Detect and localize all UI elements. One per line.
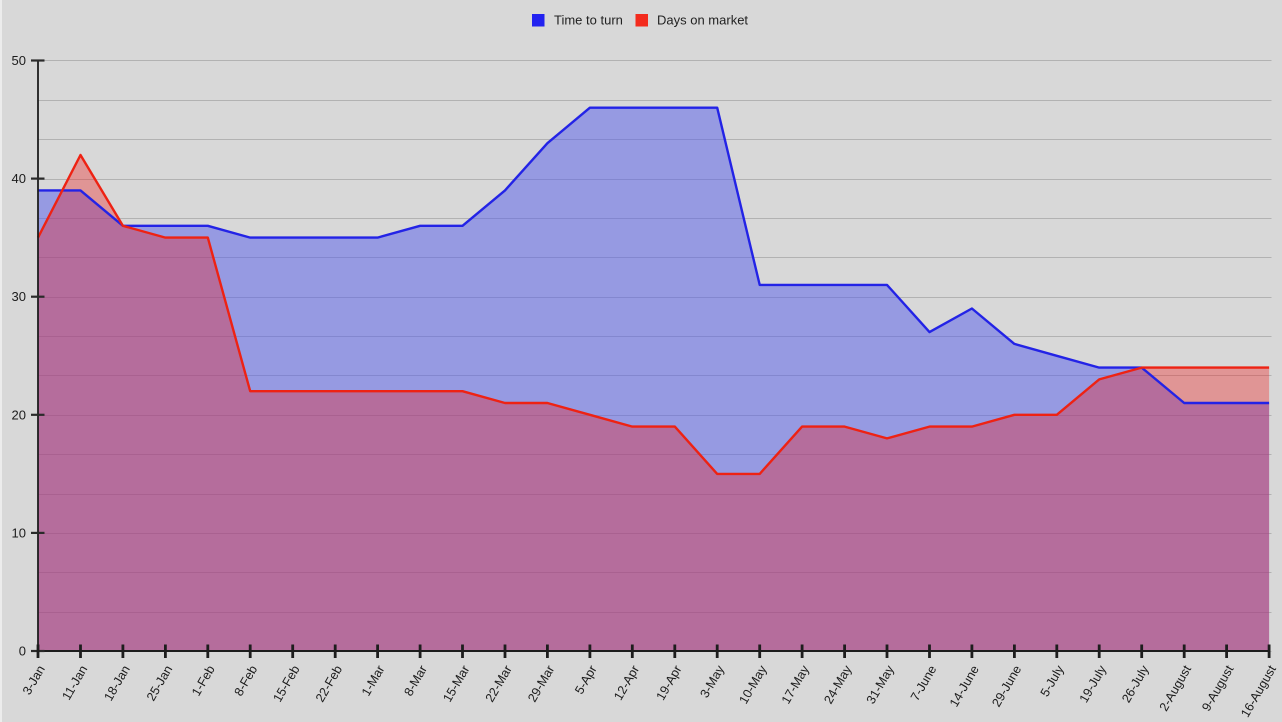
svg-text:30: 30 <box>12 289 26 304</box>
svg-text:Time to turn: Time to turn <box>554 13 623 28</box>
svg-text:Days on market: Days on market <box>657 13 748 28</box>
svg-text:50: 50 <box>12 53 26 68</box>
svg-text:10: 10 <box>12 525 26 540</box>
svg-text:40: 40 <box>12 171 26 186</box>
svg-text:20: 20 <box>12 407 26 422</box>
svg-text:0: 0 <box>19 644 26 659</box>
